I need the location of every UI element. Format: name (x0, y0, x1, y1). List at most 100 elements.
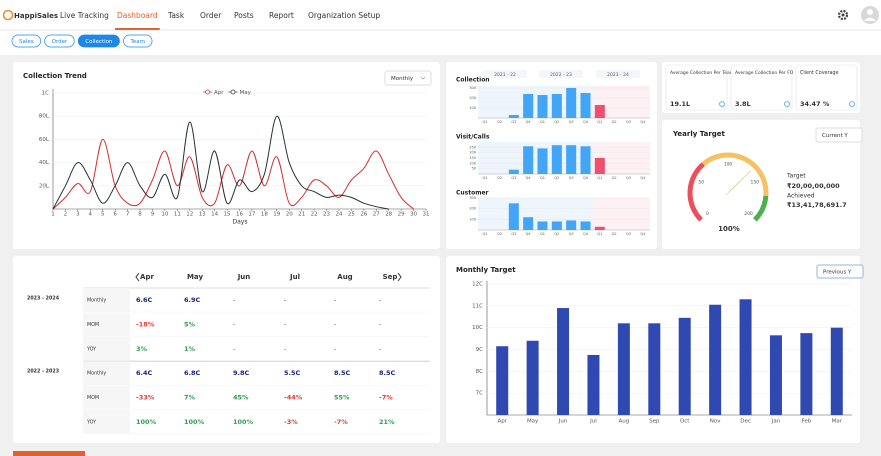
settings-icon[interactable] (837, 9, 849, 21)
x-tick-label: Q4 (640, 120, 646, 124)
x-tick-label: Q1 (483, 120, 488, 124)
x-tick-label: Q2 (554, 120, 559, 124)
kpi-label-text: Average Collection Per Team (670, 70, 734, 76)
tab[interactable]: Sales (11, 34, 41, 48)
line-series (52, 138, 414, 210)
x-tick-label: Q1 (540, 176, 545, 180)
nav-item[interactable]: Live Tracking (60, 11, 109, 20)
bar (566, 88, 577, 118)
kpi-value: 19.1L (670, 100, 690, 108)
chart-title: Customer (456, 190, 489, 197)
tab[interactable]: Order (44, 34, 75, 48)
x-tick-label: Q1 (540, 120, 545, 124)
tab-pill[interactable] (77, 34, 120, 48)
x-tick-label: Q4 (583, 120, 589, 124)
bar (496, 346, 509, 415)
table-cell: 5% (184, 320, 196, 328)
table-cell: - (233, 296, 236, 304)
panel-yearly-target (662, 120, 860, 249)
avatar-body (864, 17, 876, 21)
gauge-band (753, 195, 769, 222)
x-tick-label: Q2 (554, 176, 559, 180)
x-tick-label: Feb (802, 419, 812, 425)
gear[interactable] (837, 9, 849, 21)
gauge-tick-label: 0 (706, 211, 709, 217)
info-icon[interactable] (849, 101, 855, 107)
table-cell: 7% (184, 394, 196, 402)
bar (800, 333, 813, 415)
tab[interactable]: Collection (77, 34, 120, 48)
table-cell: -7% (334, 418, 348, 426)
tabs: Sales Order Collection Team (11, 34, 153, 48)
table-cell: - (334, 320, 337, 328)
prev-arrow[interactable] (135, 272, 140, 282)
kpi-card (730, 64, 793, 111)
kpi-label: Average Collection Per FO (735, 70, 794, 76)
kpis: Average Collection Per Team 19.1L Average … (665, 64, 858, 111)
x-tick-label: Aug (619, 419, 630, 425)
y-tick-label: 7C (476, 391, 483, 397)
dropdown[interactable] (816, 264, 864, 279)
tab-pill[interactable] (123, 34, 153, 48)
gauge-needle (726, 170, 752, 195)
bar (648, 323, 661, 415)
x-tick-label: 10 (161, 212, 168, 218)
dropdown[interactable] (384, 70, 432, 86)
y-tick-label: 250 (469, 145, 476, 149)
x-tick-label: 14 (211, 212, 218, 218)
next-arrow[interactable] (397, 272, 402, 282)
chevron (420, 76, 426, 80)
tab-pill[interactable] (44, 34, 75, 48)
kpi-label-text: Client Coverage (800, 70, 838, 76)
bar (508, 169, 519, 174)
group-label: 2022 - 2023 (27, 369, 59, 375)
column-header: Jun (237, 273, 251, 281)
tab-pill[interactable] (11, 34, 41, 48)
y-tick-label: 100 (469, 106, 476, 110)
x-tick-label: Q1 (483, 176, 488, 180)
info-icon[interactable] (719, 101, 725, 107)
x-tick-label: 23 (323, 212, 330, 218)
monthly-chart: 7C 8C 9C 10C 11C 12C Apr May Jun Jul Aug Sep Oct Nov D… (472, 281, 852, 425)
nav: Live Tracking Dashboard Task Order Posts Repo… (60, 11, 380, 30)
table-cell: 6.8C (184, 369, 201, 377)
x-tick-label: 11 (174, 212, 181, 218)
shade (592, 198, 650, 230)
table-cell: - (379, 296, 382, 304)
y-tick-label: 200 (469, 96, 476, 100)
table-cell: 45% (233, 394, 249, 402)
gauge-title: Yearly Target (672, 130, 726, 138)
chart-title: Collection Trend (23, 72, 87, 80)
brand: HappiSales (14, 12, 58, 20)
x-tick-label: 30 (410, 212, 417, 218)
table-cell: -7% (379, 394, 393, 402)
info-icon[interactable] (784, 101, 790, 107)
dropdown-label: Monthly (391, 76, 414, 82)
tab[interactable]: Team (123, 34, 153, 48)
nav-item[interactable]: Report (269, 11, 294, 20)
y-tick-label: 100 (469, 161, 476, 165)
nav-item[interactable]: Organization Setup (308, 11, 380, 20)
bar (594, 158, 605, 174)
nav-item[interactable]: Posts (234, 11, 254, 20)
group-label: 2023 - 2024 (27, 296, 60, 302)
gauge-tick-label: 100 (724, 162, 733, 168)
x-tick-label: 27 (373, 212, 380, 218)
nav-item[interactable]: Order (200, 11, 222, 20)
kpi-label-text: Average Collection Per FO (735, 70, 794, 76)
legend-marker (230, 89, 236, 95)
y-tick-label: 50 (472, 167, 476, 171)
dropdown[interactable] (815, 127, 863, 143)
bar (830, 327, 843, 415)
x-tick-label: Q2 (612, 232, 617, 236)
bar (526, 340, 539, 415)
bar (537, 221, 548, 230)
gauge-percent: 100% (718, 225, 740, 233)
bar (580, 93, 591, 118)
nav-item[interactable]: Task (167, 11, 185, 20)
kpi-value: 34.47 % (800, 100, 830, 108)
table-cell: -33% (136, 394, 155, 402)
nav-item[interactable]: Dashboard (117, 11, 158, 20)
bar (566, 145, 577, 174)
